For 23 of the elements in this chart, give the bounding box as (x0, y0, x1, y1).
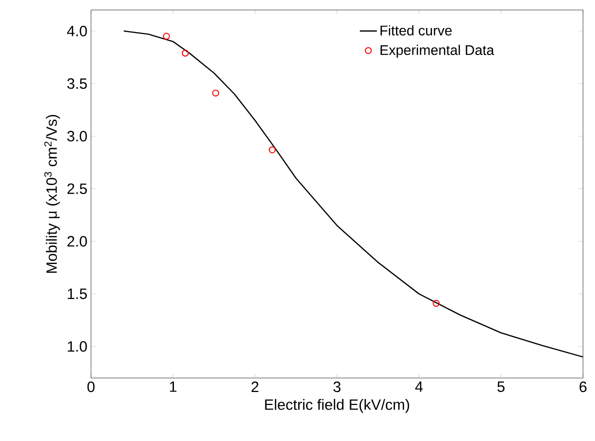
x-tick-label: 3 (333, 382, 341, 392)
point (162, 32, 170, 40)
x-tick-label: 1 (170, 382, 176, 392)
legend-label: Experimental Data (380, 44, 494, 58)
point (182, 50, 189, 57)
y-tick-label: 2.0 (67, 236, 87, 247)
x-tick-label: 5 (497, 382, 505, 392)
point (268, 146, 276, 154)
point (432, 300, 440, 307)
x-tick-label: 6 (580, 382, 587, 392)
x-tick-label: 0 (87, 382, 95, 392)
x-tick-label: 2 (252, 382, 258, 392)
y-tick-label: 3.5 (67, 78, 87, 89)
y-axis-title: Mobility μ (x10$^{3}$ cm$^{2}$/Vs) (44, 114, 60, 273)
legend-label: Fitted curve (380, 25, 452, 36)
y-tick-label: 4.0 (67, 26, 87, 36)
x-axis-title: Electric field E(kV/cm) (265, 398, 410, 413)
x-tick-label: 4 (415, 382, 423, 392)
y-tick-label: 3.0 (67, 130, 87, 142)
y-tick-label: 2.5 (67, 183, 87, 194)
y-tick-label: 1.5 (68, 288, 87, 300)
point (212, 90, 220, 97)
y-tick-label: 1.0 (68, 341, 87, 352)
